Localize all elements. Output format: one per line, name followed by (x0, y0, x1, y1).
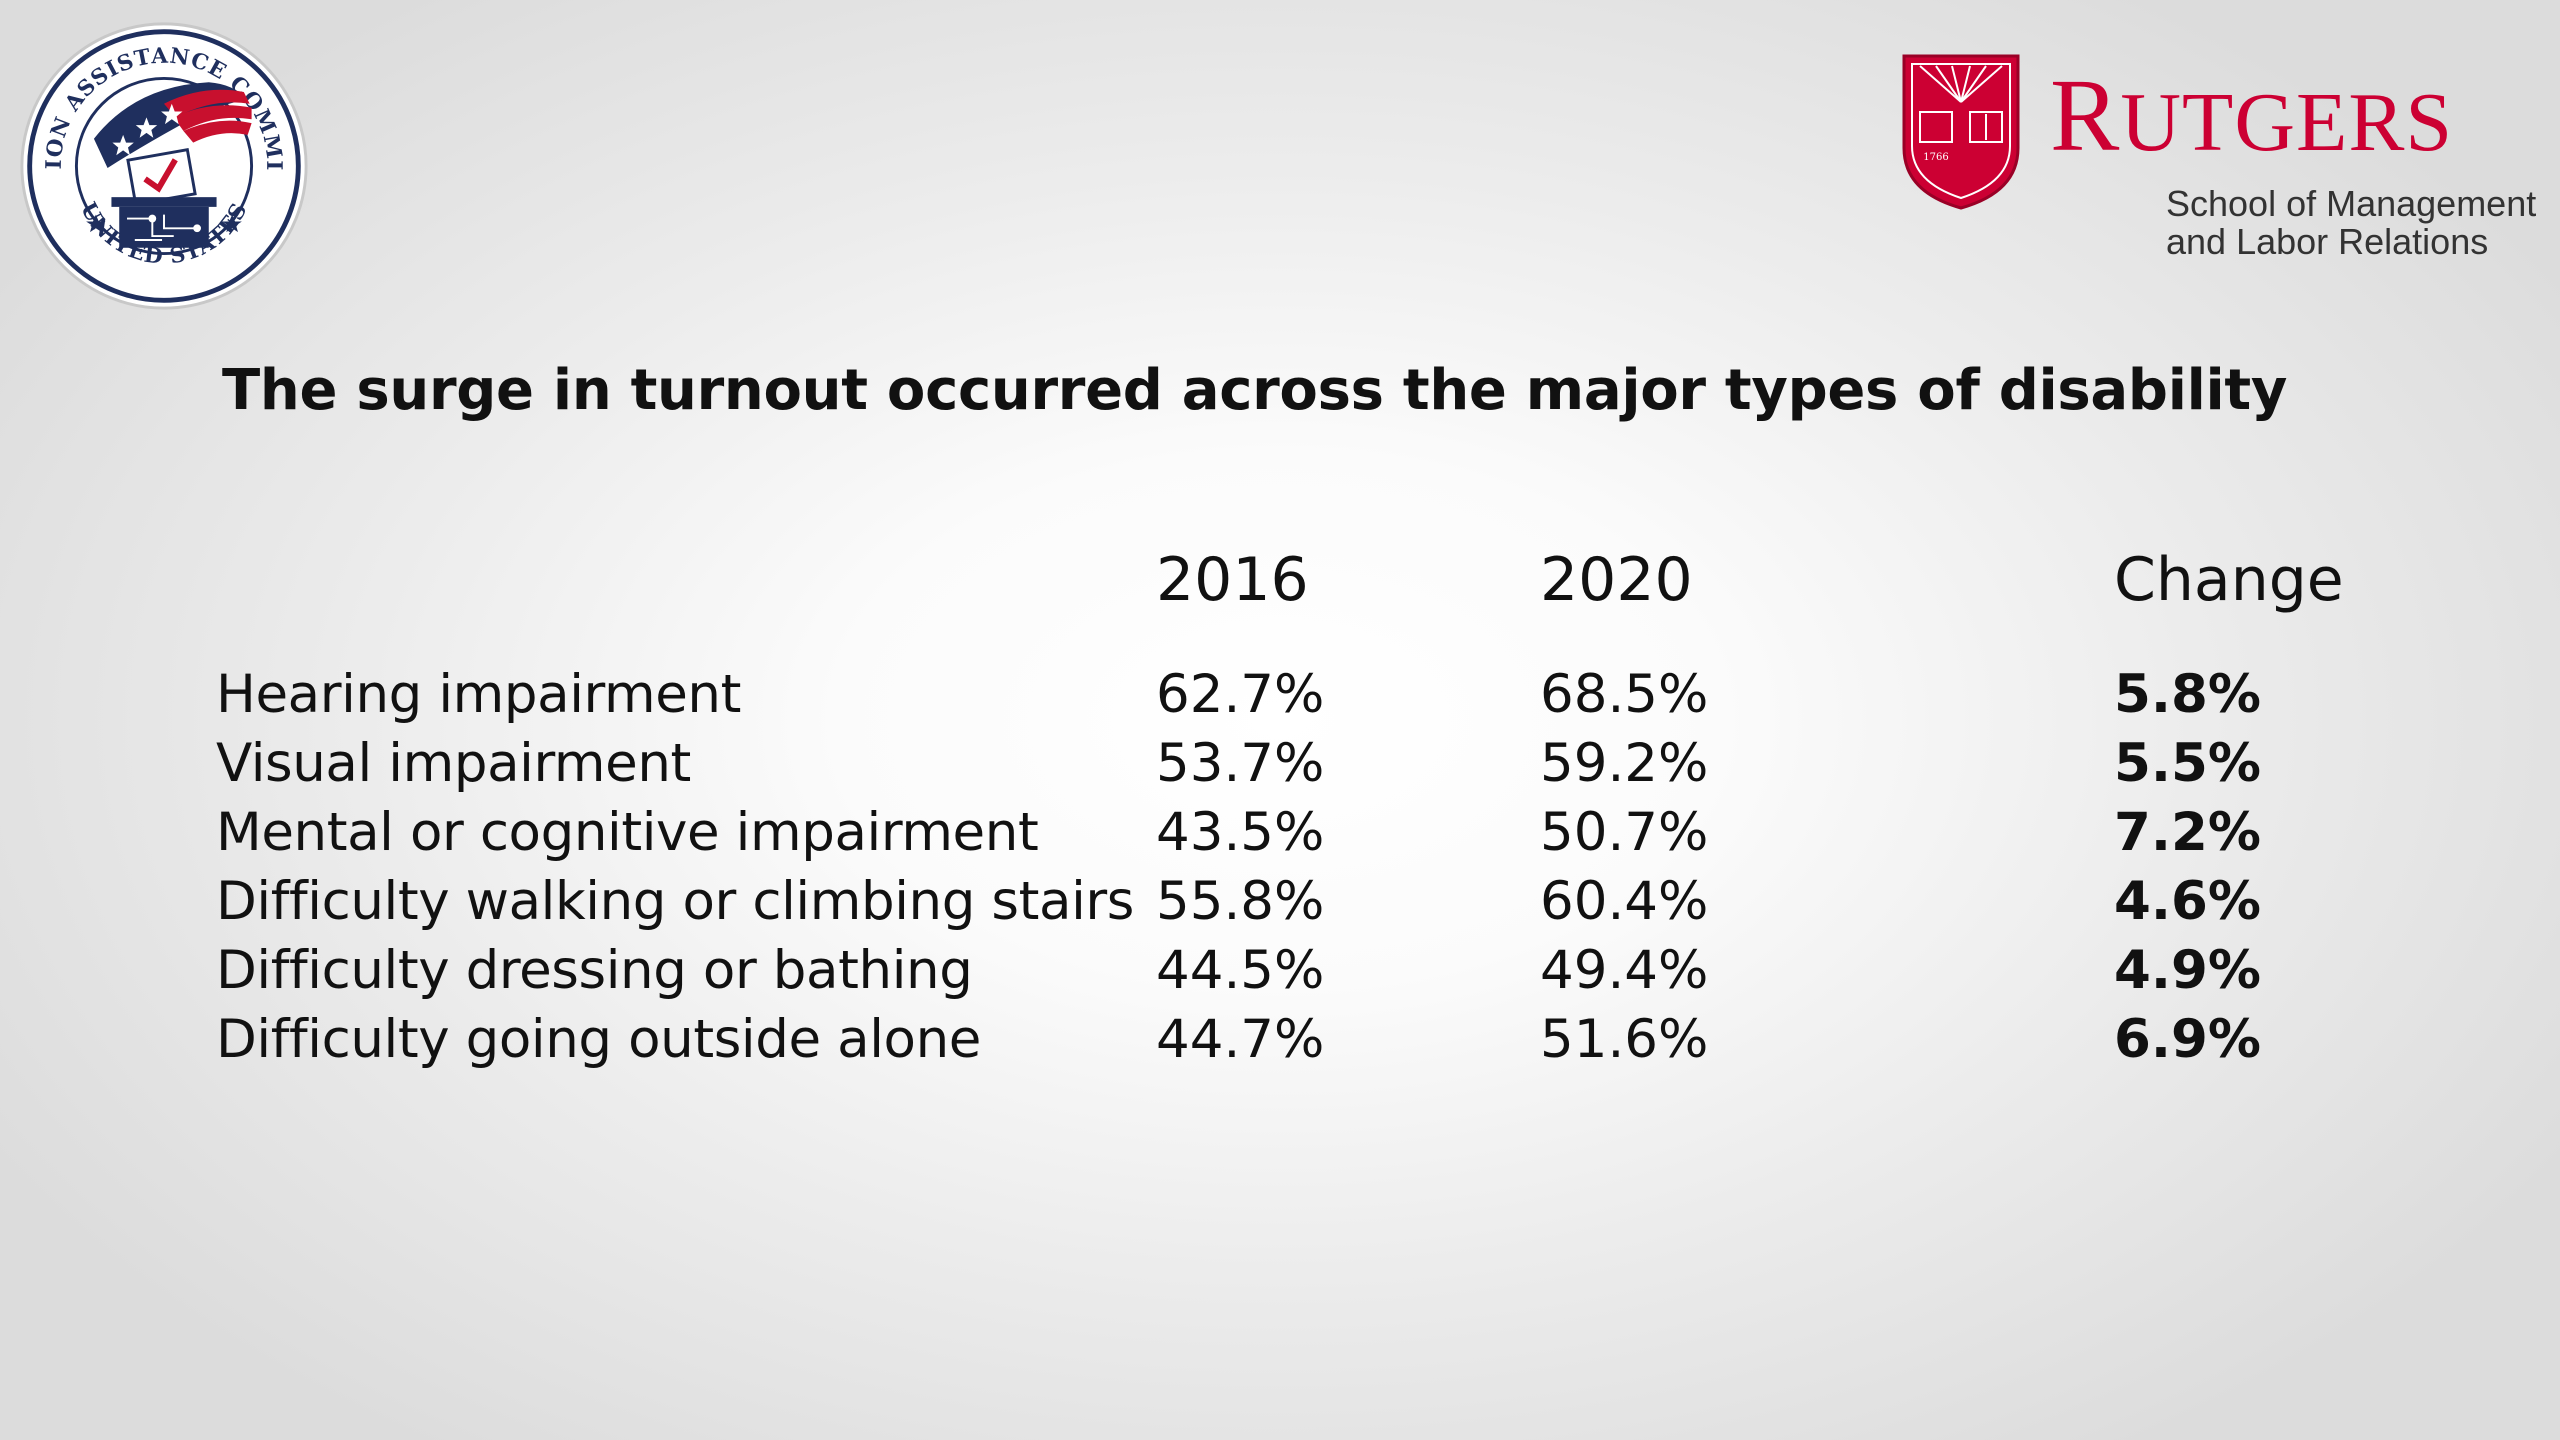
value-change: 4.6% (2114, 871, 2261, 932)
value-2016: 44.7% (1156, 1009, 1325, 1070)
value-2016: 55.8% (1156, 871, 1325, 932)
school-name-line-2: and Labor Relations (2166, 221, 2489, 262)
column-header-2016: 2016 (1156, 545, 1309, 615)
value-change: 4.9% (2114, 940, 2261, 1001)
school-name-line-1: School of Management (2166, 183, 2537, 224)
row-label: Difficulty walking or climbing stairs (216, 871, 1135, 932)
row-label: Mental or cognitive impairment (216, 802, 1039, 863)
row-label: Hearing impairment (216, 664, 741, 725)
value-change: 5.8% (2114, 664, 2261, 725)
rutgers-shield-year: 1766 (1923, 152, 1948, 163)
value-2016: 43.5% (1156, 802, 1325, 863)
value-2016: 62.7% (1156, 664, 1325, 725)
value-2020: 60.4% (1540, 871, 1709, 932)
value-2020: 59.2% (1540, 733, 1709, 794)
value-2016: 53.7% (1156, 733, 1325, 794)
rutgers-wordmark-smallcaps: UTGERS (2120, 76, 2454, 169)
column-header-2020: 2020 (1540, 545, 1693, 615)
value-2016: 44.5% (1156, 940, 1325, 1001)
rutgers-wordmark: RUTGERS (2050, 64, 2453, 168)
rutgers-wordmark-text: RUTGERS (2050, 58, 2454, 173)
value-2020: 49.4% (1540, 940, 1709, 1001)
value-change: 5.5% (2114, 733, 2261, 794)
row-label: Visual impairment (216, 733, 691, 794)
value-2020: 51.6% (1540, 1009, 1709, 1070)
row-label: Difficulty dressing or bathing (216, 940, 973, 1001)
value-change: 6.9% (2114, 1009, 2261, 1070)
value-change: 7.2% (2114, 802, 2261, 863)
rutgers-logo: 1766 RUTGERS School of Management and La… (1900, 50, 2540, 270)
column-header-change: Change (2114, 545, 2344, 615)
slide-title: The surge in turnout occurred across the… (222, 358, 2288, 423)
value-2020: 50.7% (1540, 802, 1709, 863)
rutgers-shield-icon: 1766 (1902, 54, 2020, 210)
value-2020: 68.5% (1540, 664, 1709, 725)
eac-seal-logo: ELECTION ASSISTANCE COMMISSION UNITED ST… (18, 20, 308, 310)
row-label: Difficulty going outside alone (216, 1009, 981, 1070)
